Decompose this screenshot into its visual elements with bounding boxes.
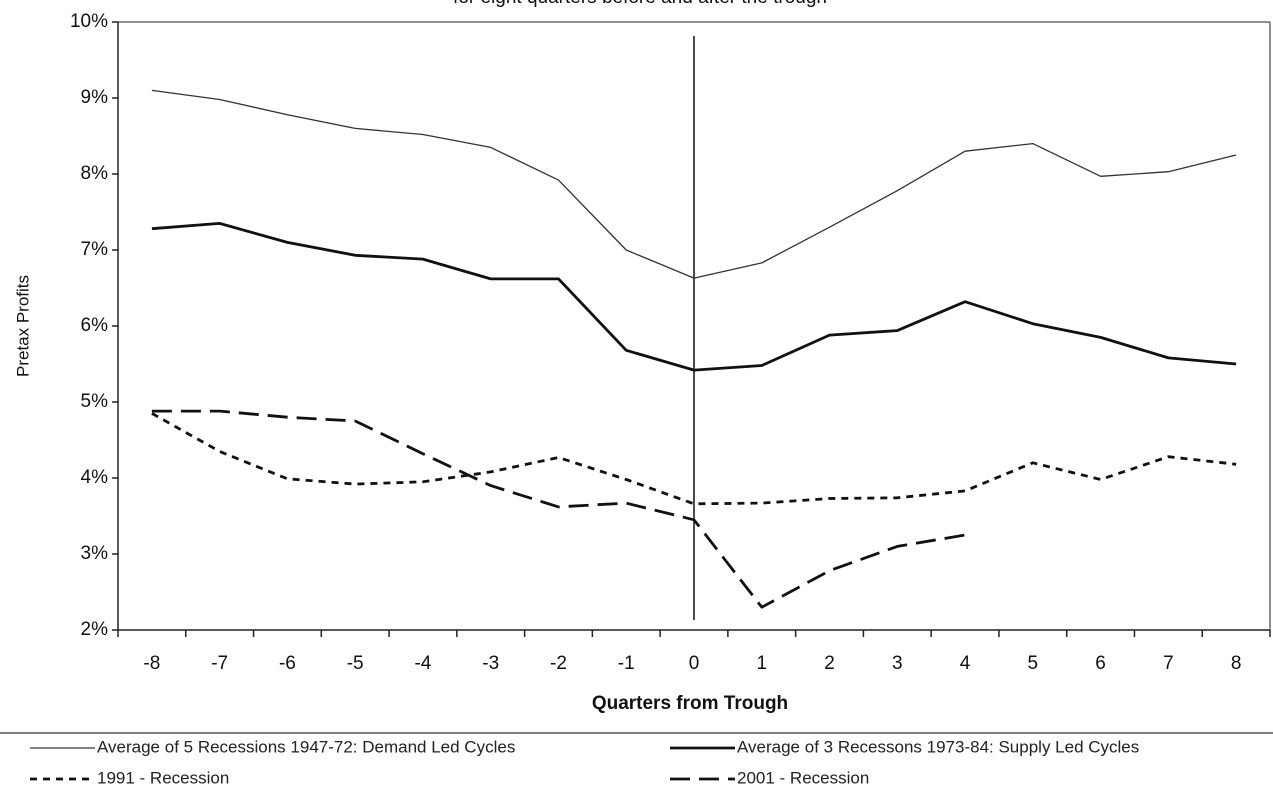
x-tick-label: -4 — [414, 653, 431, 674]
x-tick-label: -3 — [482, 653, 499, 674]
y-tick-label: 9% — [81, 87, 109, 108]
chart-subtitle: for eight quarters before and after the … — [453, 0, 827, 8]
y-tick-label: 10% — [70, 11, 108, 32]
y-tick-label: 5% — [81, 391, 109, 412]
y-tick-label: 6% — [81, 315, 109, 336]
y-tick-label: 4% — [81, 467, 109, 488]
x-tick-label: -5 — [347, 653, 364, 674]
series-line — [151, 222, 1237, 372]
x-tick-label: 0 — [689, 653, 700, 674]
legend-label: Average of 5 Recessions 1947-72: Demand … — [97, 737, 515, 756]
x-tick-label: 4 — [960, 653, 971, 674]
series-line — [151, 409, 966, 609]
y-tick-label: 7% — [81, 239, 109, 260]
legend-label: 1991 - Recession — [97, 768, 229, 787]
x-tick-label: 1 — [756, 653, 767, 674]
legend: Average of 5 Recessions 1947-72: Demand … — [30, 737, 1139, 787]
y-axis-label: Pretax Profits — [13, 275, 32, 377]
legend-label: Average of 3 Recessons 1973-84: Supply L… — [737, 737, 1139, 756]
x-axis-label: Quarters from Trough — [592, 693, 788, 714]
x-tick-label: 8 — [1231, 653, 1242, 674]
x-tick-label: -2 — [550, 653, 567, 674]
x-tick-label: 5 — [1028, 653, 1039, 674]
y-tick-label: 8% — [81, 163, 109, 184]
series-line — [151, 412, 1237, 506]
x-tick-label: 2 — [824, 653, 835, 674]
x-tick-label: -7 — [211, 653, 228, 674]
x-tick-label: 3 — [892, 653, 903, 674]
x-tick-label: -8 — [143, 653, 160, 674]
x-tick-label: -6 — [279, 653, 296, 674]
legend-label: 2001 - Recession — [737, 768, 869, 787]
x-tick-label: 6 — [1095, 653, 1106, 674]
x-tick-label: 7 — [1163, 653, 1174, 674]
series-line — [151, 89, 1237, 279]
y-tick-label: 3% — [81, 543, 109, 564]
x-tick-label: -1 — [618, 653, 635, 674]
y-tick-label: 2% — [81, 619, 109, 640]
